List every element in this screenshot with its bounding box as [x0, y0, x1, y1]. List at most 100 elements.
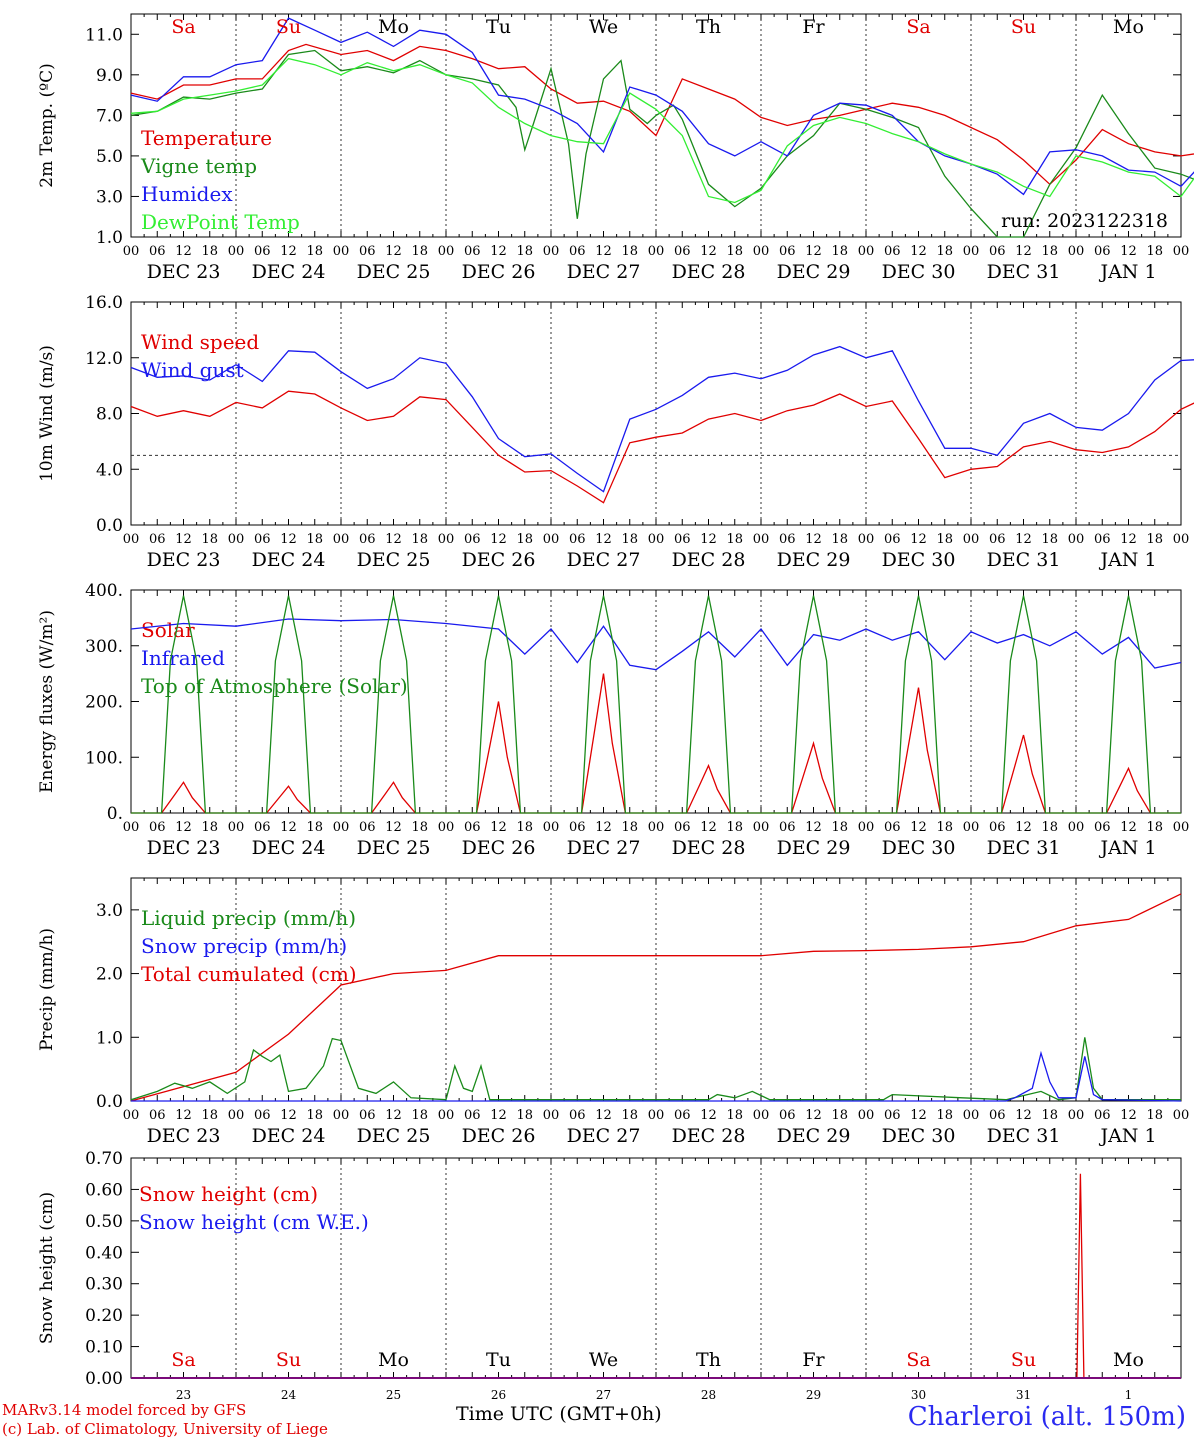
temp-weekday-label: Su	[1011, 16, 1036, 38]
wind-date-label: JAN 1	[1098, 549, 1156, 571]
temp-weekday-label: Mo	[1113, 16, 1144, 38]
precip-hour-tick-label: 06	[464, 1108, 481, 1123]
energy-hour-tick-label: 00	[858, 820, 875, 835]
precip-hour-tick-label: 06	[884, 1108, 901, 1123]
wind-hour-tick-label: 18	[726, 532, 743, 547]
energy-hour-tick-label: 06	[254, 820, 271, 835]
precip-hour-tick-label: 18	[201, 1108, 218, 1123]
precip-hour-tick-label: 00	[1068, 1108, 1085, 1123]
snow-weekday-label: Sa	[171, 1349, 195, 1371]
wind-hour-tick-label: 00	[333, 532, 350, 547]
precip-hour-tick-label: 18	[1041, 1108, 1058, 1123]
temp-date-label: DEC 28	[672, 261, 746, 283]
energy-date-label: DEC 26	[462, 837, 536, 859]
wind-hour-tick-label: 18	[411, 532, 428, 547]
precip-y-axis-label: Precip (mm/h)	[37, 928, 57, 1051]
energy-hour-tick-label: 00	[543, 820, 560, 835]
wind-date-label: DEC 25	[357, 549, 431, 571]
wind-y-tick-label: 12.0	[85, 349, 123, 369]
energy-date-label: DEC 31	[987, 837, 1061, 859]
precip-date-label: DEC 28	[672, 1125, 746, 1147]
model-credit: MARv3.14 model forced by GFS	[2, 1401, 247, 1419]
energy-hour-tick-label: 12	[490, 820, 507, 835]
energy-hour-tick-label: 18	[1146, 820, 1163, 835]
precip-hour-tick-label: 06	[149, 1108, 166, 1123]
temp-y-tick-label: 11.0	[85, 25, 123, 45]
temp-hour-tick-label: 06	[884, 244, 901, 259]
temp-hour-tick-label: 18	[516, 244, 533, 259]
wind-hour-tick-label: 12	[595, 532, 612, 547]
energy-hour-tick-label: 18	[1041, 820, 1058, 835]
snow-weekday-label: We	[589, 1349, 618, 1371]
precip-hour-tick-label: 06	[779, 1108, 796, 1123]
wind-series-wind-speed	[130, 390, 1194, 504]
wind-hour-tick-label: 06	[674, 532, 691, 547]
temp-hour-tick-label: 12	[280, 244, 297, 259]
precip-legend-snow-precip-mm-h-: Snow precip (mm/h)	[141, 934, 347, 958]
snow-day-number-label: 23	[176, 1388, 191, 1402]
precip-hour-tick-label: 18	[516, 1108, 533, 1123]
snow-legend-snow-height-cm-: Snow height (cm)	[139, 1182, 318, 1206]
precip-hour-tick-label: 18	[621, 1108, 638, 1123]
temp-hour-tick-label: 00	[228, 244, 245, 259]
energy-hour-tick-label: 00	[1173, 820, 1190, 835]
snow-weekday-label: Mo	[378, 1349, 409, 1371]
energy-date-label: DEC 25	[357, 837, 431, 859]
temp-hour-tick-label: 06	[359, 244, 376, 259]
temp-weekday-label: Mo	[378, 16, 409, 38]
precip-hour-tick-label: 12	[175, 1108, 192, 1123]
wind-hour-tick-label: 06	[1094, 532, 1111, 547]
energy-hour-tick-label: 00	[438, 820, 455, 835]
temp-hour-tick-label: 06	[674, 244, 691, 259]
energy-hour-tick-label: 06	[779, 820, 796, 835]
temp-weekday-label: Fr	[802, 16, 825, 38]
snow-series-snow-height-cm-	[1076, 1173, 1085, 1379]
temp-hour-tick-label: 00	[753, 244, 770, 259]
temp-hour-tick-label: 18	[831, 244, 848, 259]
wind-hour-tick-label: 06	[149, 532, 166, 547]
temp-y-tick-label: 1.0	[96, 228, 123, 248]
energy-hour-tick-label: 06	[149, 820, 166, 835]
precip-hour-tick-label: 00	[543, 1108, 560, 1123]
wind-hour-tick-label: 00	[543, 532, 560, 547]
wind-date-label: DEC 27	[567, 549, 641, 571]
precip-hour-tick-label: 12	[700, 1108, 717, 1123]
temp-series-temperature	[130, 43, 1194, 186]
precip-hour-tick-label: 00	[438, 1108, 455, 1123]
temp-hour-tick-label: 00	[858, 244, 875, 259]
wind-hour-tick-label: 18	[306, 532, 323, 547]
precip-series-snow-rate	[131, 1050, 1182, 1102]
lab-credit: (c) Lab. of Climatology, University of L…	[2, 1420, 328, 1438]
wind-date-label: DEC 26	[462, 549, 536, 571]
precip-legend-total-cumulated-cm-: Total cumulated (cm)	[141, 962, 357, 986]
precip-date-label: DEC 30	[882, 1125, 956, 1147]
snow-y-tick-label: 0.70	[85, 1149, 123, 1169]
energy-series-infrared	[130, 618, 1182, 671]
precip-hour-tick-label: 00	[648, 1108, 665, 1123]
precip-hour-tick-label: 06	[359, 1108, 376, 1123]
wind-hour-tick-label: 06	[779, 532, 796, 547]
wind-hour-tick-label: 06	[569, 532, 586, 547]
energy-date-label: DEC 30	[882, 837, 956, 859]
wind-hour-tick-label: 06	[989, 532, 1006, 547]
wind-hour-tick-label: 18	[621, 532, 638, 547]
temp-date-label: DEC 31	[987, 261, 1061, 283]
temp-hour-tick-label: 06	[464, 244, 481, 259]
temp-y-tick-label: 9.0	[96, 66, 123, 86]
wind-date-label: DEC 30	[882, 549, 956, 571]
energy-hour-tick-label: 06	[1094, 820, 1111, 835]
temp-y-axis-label: 2m Temp. (ºC)	[37, 63, 57, 188]
temp-hour-tick-label: 06	[254, 244, 271, 259]
temp-y-tick-label: 5.0	[96, 147, 123, 167]
energy-hour-tick-label: 12	[700, 820, 717, 835]
temp-series-dewpoint-temp	[130, 57, 1194, 204]
energy-date-label: DEC 28	[672, 837, 746, 859]
temp-weekday-label: Su	[276, 16, 301, 38]
wind-y-axis-label: 10m Wind (m/s)	[37, 345, 57, 482]
wind-date-label: DEC 31	[987, 549, 1061, 571]
precip-hour-tick-label: 12	[595, 1108, 612, 1123]
wind-hour-tick-label: 00	[648, 532, 665, 547]
wind-hour-tick-label: 00	[1173, 532, 1190, 547]
precip-hour-tick-label: 18	[1146, 1108, 1163, 1123]
energy-hour-tick-label: 06	[464, 820, 481, 835]
